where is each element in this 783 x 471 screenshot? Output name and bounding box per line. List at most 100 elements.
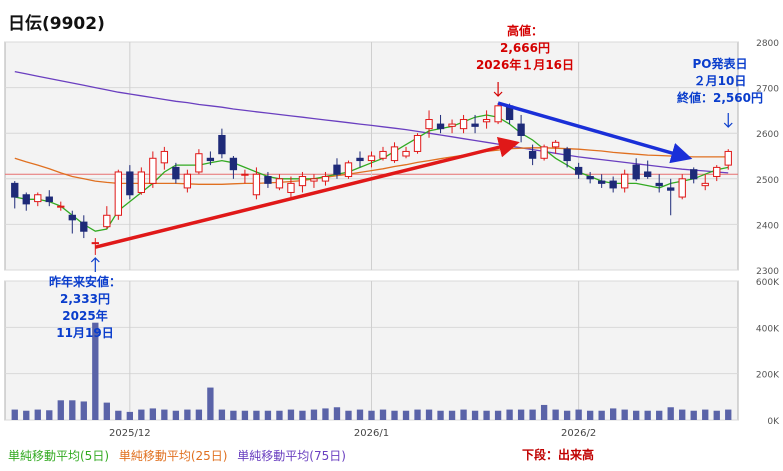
candle-body <box>34 194 42 203</box>
volume-tick-label: 0K <box>767 417 780 427</box>
volume-bar <box>218 409 226 420</box>
high-line3: 2026年１月16日 <box>475 58 575 72</box>
volume-bar <box>299 410 306 420</box>
volume-bar <box>287 409 295 420</box>
low-line1: 昨年来安値： <box>48 275 121 289</box>
low-line3: 2025年 <box>62 309 108 323</box>
trend-line <box>94 136 520 249</box>
candle-body <box>183 173 192 189</box>
volume-bar <box>494 410 502 420</box>
candle-body <box>482 119 491 123</box>
price-tick-label: 2800 <box>756 39 779 49</box>
volume-bar <box>586 410 594 420</box>
candle-body <box>436 123 445 130</box>
volume-bar <box>460 409 467 420</box>
volume-bar <box>540 404 548 420</box>
volume-bar <box>379 409 387 420</box>
candle-body <box>57 205 65 208</box>
volume-bar <box>644 410 651 420</box>
po-line1: PO発表日 <box>692 57 748 71</box>
x-tick-label: 2026/1 <box>354 428 389 439</box>
volume-tick-label: 600K <box>756 278 780 288</box>
candle-body <box>114 171 122 216</box>
volume-bar <box>448 410 456 420</box>
candle-body <box>103 214 111 228</box>
high-line1: 高値： <box>506 24 543 38</box>
candle-body <box>563 148 571 162</box>
candle-body <box>632 164 640 180</box>
candle-body <box>724 150 732 166</box>
candle-body <box>425 119 433 130</box>
candle-body <box>367 155 376 162</box>
volume-note: 下段：出来高 <box>522 448 595 462</box>
candle-body <box>91 242 99 245</box>
volume-bar <box>276 410 283 420</box>
volume-bar <box>23 410 30 420</box>
candle-body <box>551 141 560 148</box>
legend-ma75: 単純移動平均(75日) <box>237 449 346 463</box>
candle-body <box>22 194 30 205</box>
candle-body <box>206 157 215 162</box>
legend-ma25: 単純移動平均(25日) <box>118 449 228 463</box>
candle-body <box>275 178 284 189</box>
volume-bar <box>195 409 203 420</box>
volume-bar <box>80 401 87 420</box>
volume-bar <box>264 410 272 420</box>
candle-body <box>264 176 272 184</box>
candle-body <box>574 166 583 175</box>
candle-body <box>149 157 157 184</box>
candle-body <box>494 105 502 123</box>
volume-bar <box>310 409 318 420</box>
title: 日伝(9902) <box>8 14 105 34</box>
candle-body <box>195 153 203 173</box>
volume-bar <box>633 410 640 420</box>
candle-body <box>644 171 652 178</box>
candle-body <box>68 214 76 221</box>
candle-body <box>344 162 353 178</box>
candle-body <box>701 182 709 187</box>
legend-ma5: 単純移動平均(5日) <box>8 449 109 463</box>
candle-body <box>597 180 606 184</box>
volume-bar <box>667 407 674 420</box>
candle-body <box>540 146 548 159</box>
candle-body <box>678 178 686 198</box>
tick-labels: 2300 2400 2500 2600 2700 2800 0K 200K 400K 600K 20… <box>109 39 780 439</box>
volume-bar <box>253 410 260 420</box>
volume-bar <box>713 410 720 420</box>
po-arrow-head <box>723 122 733 128</box>
x-tick-label: 2025/12 <box>109 428 151 439</box>
candlesticks <box>11 103 732 255</box>
volume-bar <box>702 409 709 420</box>
candle-body <box>356 157 364 162</box>
candle-body <box>11 182 19 198</box>
candle-body <box>471 123 479 127</box>
volume-bar <box>437 410 444 420</box>
volume-bar <box>483 410 490 420</box>
volume-bar <box>517 409 525 420</box>
legend: 単純移動平均(5日) 単純移動平均(25日) 単純移動平均(75日) <box>8 447 352 464</box>
volume-tick-label: 400K <box>756 324 780 334</box>
candle-body <box>528 150 537 159</box>
x-tick-label: 2026/2 <box>561 428 596 439</box>
volume-bar <box>529 409 536 420</box>
volume-bar <box>621 409 628 420</box>
candle-body <box>160 150 169 164</box>
high-annotation: 高値： 2,666円 2026年１月16日 <box>470 23 580 74</box>
volume-bar <box>103 402 110 420</box>
volume-bar <box>414 409 421 420</box>
candle-body <box>402 150 410 157</box>
volume-bar <box>207 387 214 420</box>
volume-bar <box>115 410 122 420</box>
volume-bar <box>552 409 559 420</box>
volume-bar <box>34 409 41 420</box>
volume-bar <box>575 409 582 420</box>
candle-body <box>218 134 226 155</box>
volume-bar <box>92 322 99 420</box>
candle-body <box>321 176 330 182</box>
low-arrow-head <box>90 257 100 263</box>
volume-bar <box>725 409 732 420</box>
volume-bar <box>610 408 617 420</box>
low-line4: 11月19日 <box>56 326 114 340</box>
candle-body <box>390 146 399 162</box>
volume-bar <box>356 409 364 420</box>
